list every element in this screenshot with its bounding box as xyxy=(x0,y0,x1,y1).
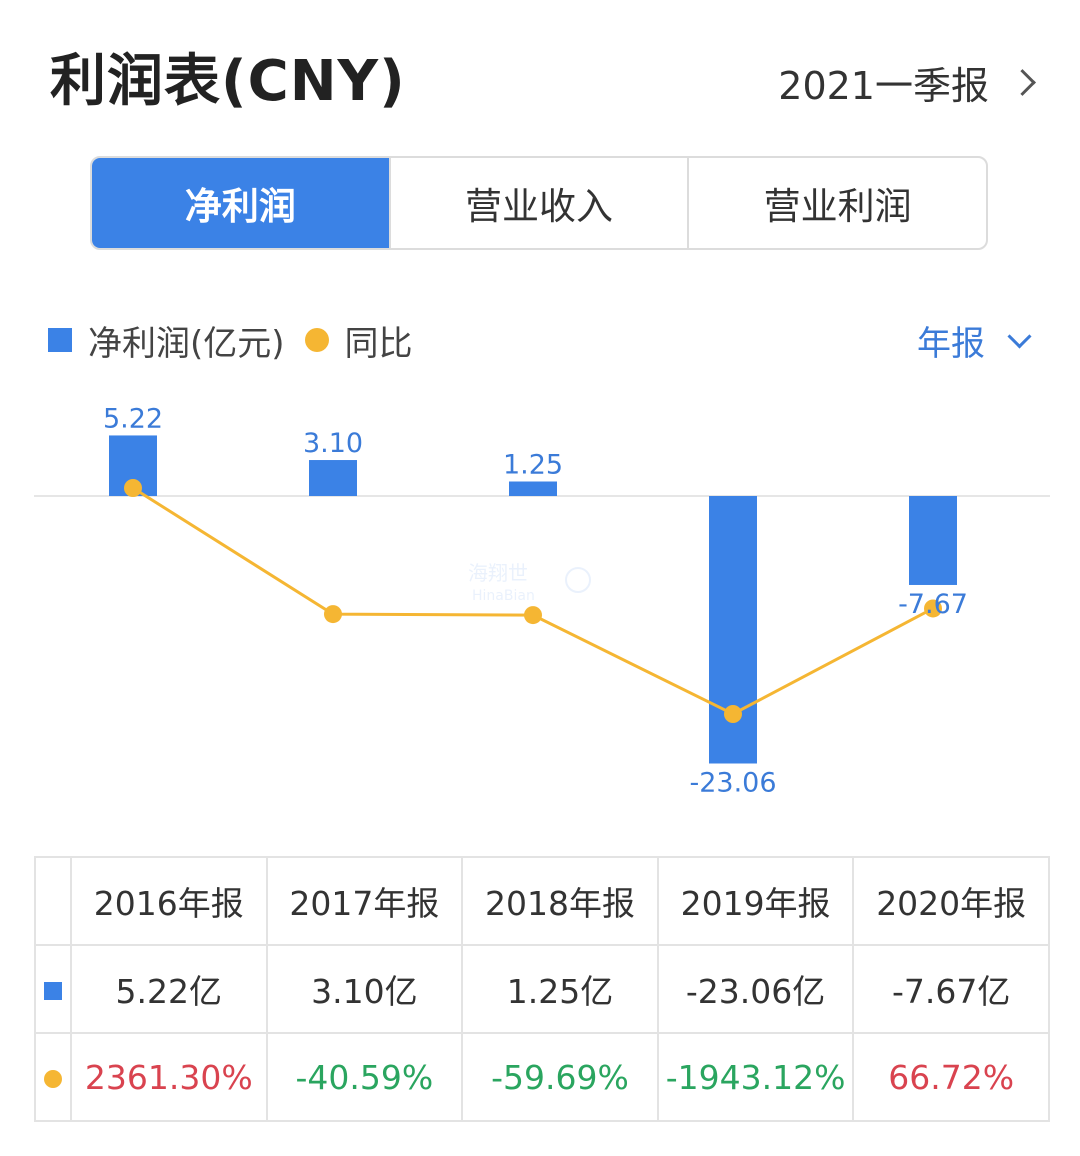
table-header-cell: 2020年报 xyxy=(852,856,1050,946)
yoy-cell: 66.72% xyxy=(852,1032,1050,1122)
tab-operating-profit[interactable]: 营业利润 xyxy=(687,158,986,248)
yoy-cell: -40.59% xyxy=(265,1032,464,1122)
profit-cell: 1.25亿 xyxy=(461,944,659,1034)
bar xyxy=(309,460,357,496)
report-period-label: 2021一季报 xyxy=(778,63,989,108)
bar-series-marker xyxy=(44,982,62,1000)
bar xyxy=(509,481,557,496)
yoy-cell: 2361.30% xyxy=(70,1032,268,1122)
bar-value-label: -23.06 xyxy=(689,767,776,798)
report-period-selector[interactable]: 2021一季报 xyxy=(778,52,1036,112)
line-legend-swatch xyxy=(304,328,329,352)
net-profit-chart: 5.22 3.10 1.25 -23.06 -7.67 xyxy=(34,403,1050,798)
yoy-point xyxy=(324,605,342,624)
line-series-marker xyxy=(44,1070,62,1088)
table-header-row: 2016年报 2017年报 2018年报 2019年报 2020年报 xyxy=(34,856,1050,946)
chevron-right-icon xyxy=(1009,68,1036,96)
bar xyxy=(909,496,957,585)
yoy-row-marker xyxy=(34,1032,72,1122)
yoy-point xyxy=(124,479,142,497)
line-legend-label: 同比 xyxy=(344,323,413,364)
table-header-cell: 2016年报 xyxy=(70,856,268,946)
yoy-point xyxy=(724,705,742,723)
chart-legend: 净利润(亿元) 同比 xyxy=(48,312,413,368)
bar-value-label: -7.67 xyxy=(898,589,968,620)
yoy-line xyxy=(132,486,934,716)
chevron-down-icon xyxy=(1007,323,1032,349)
yoy-cell: -1943.12% xyxy=(656,1032,855,1122)
profit-cell: 5.22亿 xyxy=(70,944,268,1034)
watermark-logo: 海翔世 HinaBian xyxy=(468,561,591,604)
profit-cell: 3.10亿 xyxy=(265,944,464,1034)
yoy-point xyxy=(924,599,942,618)
frequency-label: 年报 xyxy=(917,323,985,364)
table-header-cell: 2018年报 xyxy=(461,856,659,946)
bar-value-label: 3.10 xyxy=(303,428,363,459)
corner-cell xyxy=(34,856,72,946)
tab-net-profit[interactable]: 净利润 xyxy=(92,158,389,248)
bar-value-label: 1.25 xyxy=(503,450,563,481)
bar xyxy=(709,496,757,764)
bar-value-label: 5.22 xyxy=(103,403,163,434)
tab-revenue[interactable]: 营业收入 xyxy=(388,158,688,248)
svg-text:海翔世: 海翔世 xyxy=(468,561,528,585)
profit-cell: -23.06亿 xyxy=(656,944,855,1034)
table-header-cell: 2019年报 xyxy=(656,856,855,946)
page-title: 利润表(CNY) xyxy=(50,49,406,114)
profit-row-marker xyxy=(34,944,72,1034)
table-row-yoy: 2361.30% -40.59% -59.69% -1943.12% 66.72… xyxy=(34,1032,1050,1122)
metric-tabs: 净利润 营业收入 营业利润 xyxy=(90,156,988,250)
table-row-profit: 5.22亿 3.10亿 1.25亿 -23.06亿 -7.67亿 xyxy=(34,944,1050,1034)
data-table: 2016年报 2017年报 2018年报 2019年报 2020年报 5.22亿… xyxy=(34,856,1050,1122)
svg-text:HinaBian: HinaBian xyxy=(472,588,535,604)
table-header-cell: 2017年报 xyxy=(265,856,464,946)
bar-legend-label: 净利润(亿元) xyxy=(88,323,285,364)
frequency-dropdown[interactable]: 年报 xyxy=(917,312,1032,368)
yoy-cell: -59.69% xyxy=(461,1032,659,1122)
yoy-point xyxy=(524,606,542,625)
profit-cell: -7.67亿 xyxy=(852,944,1050,1034)
bar-legend-swatch xyxy=(48,328,72,352)
